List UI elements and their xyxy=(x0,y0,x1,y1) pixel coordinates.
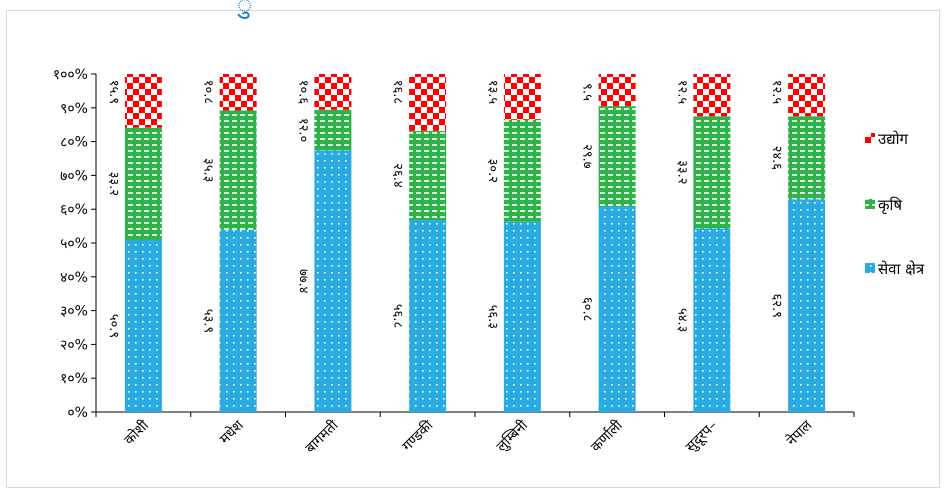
legend-label: सेवा क्षेत्र xyxy=(878,260,925,278)
category-label: नेपाल xyxy=(783,416,816,449)
data-label: १५.९ xyxy=(106,80,121,104)
bar-segment xyxy=(314,74,352,110)
y-tick-label: ९०% xyxy=(60,101,88,117)
y-tick-label: ४०% xyxy=(60,270,88,286)
bar-segment xyxy=(409,74,447,131)
chart-frame: ु ०% १०% २०% ३०% ४०% ५०% ६०% ७०% ८०% ९०% १००% कोशी म… xyxy=(6,0,940,488)
data-label: १२.० xyxy=(295,118,310,142)
data-label: ६२.९ xyxy=(769,293,784,317)
legend-swatch xyxy=(865,263,875,273)
data-label: १६.८ xyxy=(390,80,405,105)
bar-segment xyxy=(503,221,541,412)
data-label: ३३.२ xyxy=(106,172,121,196)
cropped-heading-fragment: ु xyxy=(237,0,253,20)
category-label: लुम्बिनी xyxy=(493,417,531,455)
category-label: गण्डकी xyxy=(399,417,437,455)
data-label: ५४.३ xyxy=(674,308,689,332)
data-label: ७७.४ xyxy=(295,269,310,294)
data-label: १०.८ xyxy=(201,80,216,105)
data-label: १२.५ xyxy=(769,80,784,105)
bar-segment xyxy=(788,199,826,412)
bar-segment xyxy=(409,220,447,412)
data-label: २६.४ xyxy=(390,163,405,188)
data-label: ९.५ xyxy=(580,83,595,101)
bar-segment xyxy=(693,74,731,117)
data-label: २९.७ xyxy=(580,144,595,169)
data-label: ६०.८ xyxy=(580,297,595,322)
y-tick-label: १०% xyxy=(60,371,88,387)
bar-segment xyxy=(124,74,162,128)
y-tick-label: १००% xyxy=(53,67,88,83)
legend-label: कृषि xyxy=(878,196,902,215)
y-tick-label: ३०% xyxy=(60,304,88,320)
data-label: ५०.९ xyxy=(106,314,121,338)
data-label: ५६.८ xyxy=(390,304,405,329)
data-label: १२.५ xyxy=(674,80,689,105)
bar-segment xyxy=(219,110,257,230)
bar-segment xyxy=(124,239,162,412)
bar-segment xyxy=(409,130,447,221)
bar-segment xyxy=(598,206,636,412)
y-tick-label: ६०% xyxy=(60,202,88,218)
bar-segment xyxy=(788,74,826,117)
bar-segment xyxy=(598,74,636,107)
data-label: ३५.३ xyxy=(201,158,216,182)
bar-segment xyxy=(503,119,541,222)
data-label: ५३.९ xyxy=(201,309,216,333)
data-label: ३०.२ xyxy=(485,158,500,182)
bar-segment xyxy=(314,109,352,151)
legend-swatch xyxy=(865,199,875,209)
bar-segment xyxy=(503,74,541,120)
bar-segment xyxy=(219,229,257,412)
category-label: बागमती xyxy=(302,417,342,457)
bar-segment xyxy=(788,116,826,200)
y-tick-label: ७०% xyxy=(60,168,88,184)
bar-segment xyxy=(219,74,257,111)
bar-segment xyxy=(598,106,636,207)
bar-segment xyxy=(314,150,352,412)
category-label: मधेश xyxy=(216,416,247,447)
y-tick-label: ०% xyxy=(67,405,88,421)
legend-label: उद्योग xyxy=(878,130,909,148)
y-tick-label: ८०% xyxy=(60,135,88,151)
y-tick-label: ५०% xyxy=(60,236,88,252)
category-label: कोशी xyxy=(121,417,153,449)
stacked-bar-chart: ०% १०% २०% ३०% ४०% ५०% ६०% ७०% ८०% ९०% १००% कोशी मधे… xyxy=(53,67,925,457)
data-label: २४.६ xyxy=(769,146,784,171)
data-label: ५६.३ xyxy=(485,305,500,329)
category-label: कर्णाली xyxy=(587,417,626,456)
data-label: ३३.२ xyxy=(674,160,689,184)
category-label: सुदूरप– xyxy=(683,418,722,457)
y-tick-label: २०% xyxy=(60,337,88,353)
legend-swatch xyxy=(865,133,875,143)
data-label: १३.५ xyxy=(485,80,500,105)
bar-segment xyxy=(693,116,731,229)
bar-segment xyxy=(693,228,731,412)
data-label: १०.६ xyxy=(295,80,310,105)
bar-segment xyxy=(124,127,162,240)
